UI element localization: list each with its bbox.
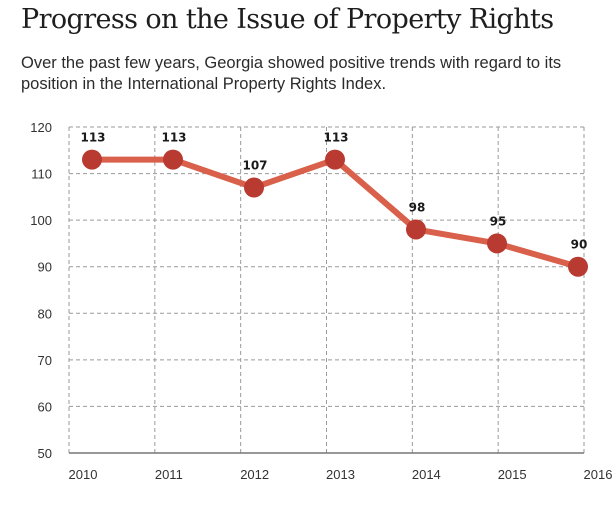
x-tick-label: 2010: [69, 467, 98, 482]
y-tick-label: 90: [38, 260, 52, 275]
x-tick-label: 2015: [498, 467, 527, 482]
data-label: 107: [242, 159, 267, 173]
x-tick-label: 2012: [240, 467, 269, 482]
data-point: [244, 177, 264, 198]
data-point: [406, 219, 426, 240]
x-tick-label: 2014: [412, 467, 441, 482]
data-point: [163, 149, 183, 170]
y-tick-label: 80: [38, 306, 52, 321]
series-line: [89, 156, 581, 270]
data-point: [325, 149, 345, 170]
y-tick-label: 110: [31, 167, 52, 182]
y-tick-label: 120: [30, 120, 52, 135]
data-label: 113: [80, 131, 105, 145]
grid-layer: [68, 126, 585, 453]
chart-title: Progress on the Issue of Property Rights: [21, 4, 554, 35]
data-label: 113: [323, 131, 348, 145]
chart-subtitle: Over the past few years, Georgia showed …: [21, 54, 562, 93]
data-point: [82, 149, 102, 170]
data-label: 113: [161, 131, 186, 145]
data-point: [487, 233, 507, 254]
data-label: 95: [490, 214, 507, 228]
series-layer: [82, 149, 588, 277]
y-tick-label: 70: [38, 353, 52, 368]
x-tick-label: 2011: [155, 467, 183, 482]
data-label: 98: [409, 200, 426, 214]
data-label: 90: [571, 238, 588, 252]
y-tick-label: 100: [30, 213, 52, 228]
axis-layer: 50 60 70 80 90 100 110 120 2010 2011 2012 2013 2014 2…: [30, 120, 612, 482]
label-layer: 113 113 107 113 98 95 90: [80, 131, 587, 252]
data-point: [568, 256, 588, 277]
x-tick-label: 2013: [326, 467, 355, 482]
y-tick-label: 50: [38, 446, 52, 461]
x-tick-label: 2016: [584, 467, 613, 482]
y-tick-label: 60: [38, 399, 52, 414]
